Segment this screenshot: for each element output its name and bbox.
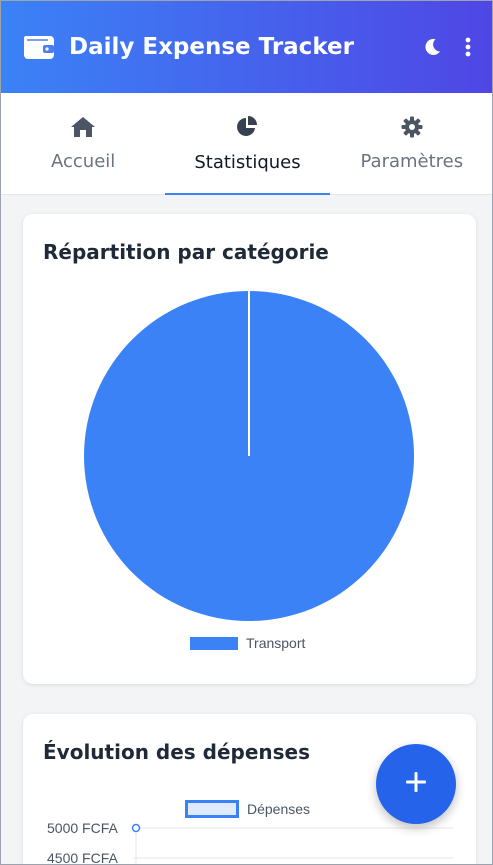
app-title: Daily Expense Tracker	[69, 34, 354, 60]
moon-icon[interactable]	[422, 37, 442, 57]
more-vertical-icon[interactable]	[464, 37, 472, 57]
tab-parametres[interactable]: Paramètres	[330, 93, 492, 194]
plus-icon	[405, 771, 427, 798]
evolution-line-chart	[131, 823, 453, 864]
line-legend: Dépenses	[185, 800, 310, 818]
app-header: Daily Expense Tracker	[1, 1, 492, 93]
legend-swatch-transport	[190, 636, 238, 650]
home-icon	[70, 116, 96, 143]
pie-legend: Transport	[190, 635, 305, 651]
tab-accueil[interactable]: Accueil	[1, 93, 165, 194]
tab-statistiques[interactable]: Statistiques	[165, 93, 330, 195]
wallet-icon	[23, 31, 55, 63]
tab-statistiques-label: Statistiques	[194, 151, 301, 173]
header-actions	[422, 37, 472, 57]
evolution-chart-title: Évolution des dépenses	[43, 740, 311, 764]
legend-swatch-depenses	[185, 800, 239, 818]
tab-bar: Accueil Statistiques	[1, 93, 492, 195]
pie-chart-icon	[235, 115, 259, 144]
add-expense-button[interactable]	[376, 744, 456, 824]
category-chart-card: Répartition par catégorie Transport	[23, 214, 476, 684]
y-tick-label: 4500 FCFA	[47, 850, 118, 865]
category-pie-chart	[84, 291, 414, 621]
legend-label-depenses[interactable]: Dépenses	[247, 801, 311, 817]
gear-icon	[401, 116, 423, 143]
y-tick-label: 5000 FCFA	[47, 820, 118, 836]
tab-parametres-label: Paramètres	[360, 150, 464, 172]
line-point[interactable]	[131, 823, 141, 833]
tab-accueil-label: Accueil	[51, 150, 116, 172]
legend-label-transport[interactable]: Transport	[246, 635, 306, 651]
category-chart-title: Répartition par catégorie	[43, 240, 329, 264]
